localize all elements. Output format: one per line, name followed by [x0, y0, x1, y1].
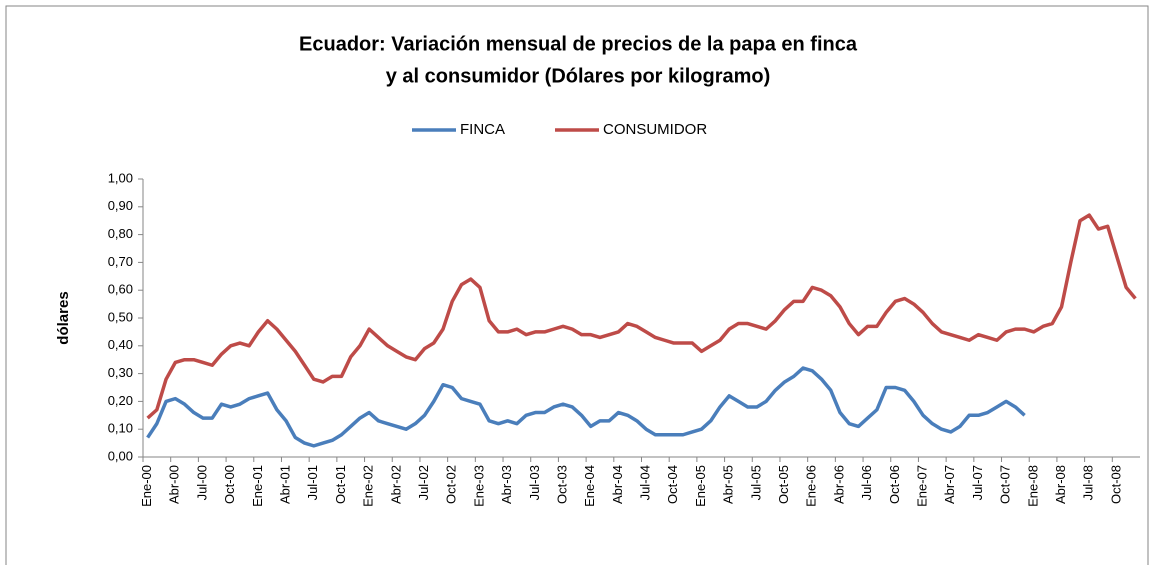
x-tick-label: Jul-04 [638, 465, 653, 500]
x-tick-label: Ene-08 [1025, 465, 1040, 507]
x-tick-label: Ene-01 [250, 465, 265, 507]
legend-label: FINCA [460, 121, 505, 138]
x-tick-label: Jul-01 [305, 465, 320, 500]
chart-title: y al consumidor (Dólares por kilogramo) [386, 65, 771, 87]
x-tick-label: Ene-04 [582, 465, 597, 507]
y-axis-label: dólares [55, 291, 72, 344]
x-tick-label: Oct-07 [998, 465, 1013, 504]
x-tick-label: Abr-07 [942, 465, 957, 504]
x-tick-label: Ene-07 [914, 465, 929, 507]
y-tick-label: 0,40 [108, 337, 133, 352]
legend-label: CONSUMIDOR [603, 121, 707, 138]
x-tick-label: Abr-03 [499, 465, 514, 504]
y-tick-label: 0,70 [108, 254, 133, 269]
y-tick-label: 0,30 [108, 365, 133, 380]
x-tick-label: Abr-05 [721, 465, 736, 504]
y-tick-label: 0,80 [108, 226, 133, 241]
x-tick-label: Jul-07 [970, 465, 985, 500]
chart-frame [5, 5, 1149, 565]
data-line [146, 366, 1026, 448]
chart-title: Ecuador: Variación mensual de precios de… [299, 33, 858, 55]
x-tick-label: Oct-00 [222, 465, 237, 504]
data-line [146, 213, 1137, 420]
x-tick-label: Jul-03 [527, 465, 542, 500]
y-tick-label: 0,90 [108, 198, 133, 213]
x-tick-label: Oct-06 [887, 465, 902, 504]
x-tick-label: Oct-03 [554, 465, 569, 504]
y-tick-label: 0,60 [108, 282, 133, 297]
x-tick-label: Ene-06 [804, 465, 819, 507]
x-tick-label: Jul-08 [1081, 465, 1096, 500]
x-tick-label: Ene-00 [139, 465, 154, 507]
x-tick-label: Abr-08 [1053, 465, 1068, 504]
x-tick-label: Oct-02 [444, 465, 459, 504]
y-tick-label: 0,10 [108, 421, 133, 436]
x-tick-label: Jul-02 [416, 465, 431, 500]
x-tick-label: Abr-06 [831, 465, 846, 504]
x-tick-label: Ene-02 [361, 465, 376, 507]
x-tick-label: Jul-05 [748, 465, 763, 500]
x-tick-label: Jul-06 [859, 465, 874, 500]
x-tick-label: Abr-04 [610, 465, 625, 504]
x-tick-label: Abr-00 [167, 465, 182, 504]
x-tick-label: Jul-00 [194, 465, 209, 500]
y-tick-label: 1,00 [108, 170, 133, 185]
x-tick-label: Abr-02 [388, 465, 403, 504]
x-tick-label: Abr-01 [278, 465, 293, 504]
x-tick-label: Oct-05 [776, 465, 791, 504]
y-tick-label: 0,20 [108, 393, 133, 408]
x-tick-label: Oct-04 [665, 465, 680, 504]
x-tick-label: Oct-08 [1108, 465, 1123, 504]
x-tick-label: Ene-05 [693, 465, 708, 507]
y-tick-label: 0,00 [108, 448, 133, 463]
x-tick-label: Ene-03 [471, 465, 486, 507]
y-tick-label: 0,50 [108, 309, 133, 324]
x-tick-label: Oct-01 [333, 465, 348, 504]
